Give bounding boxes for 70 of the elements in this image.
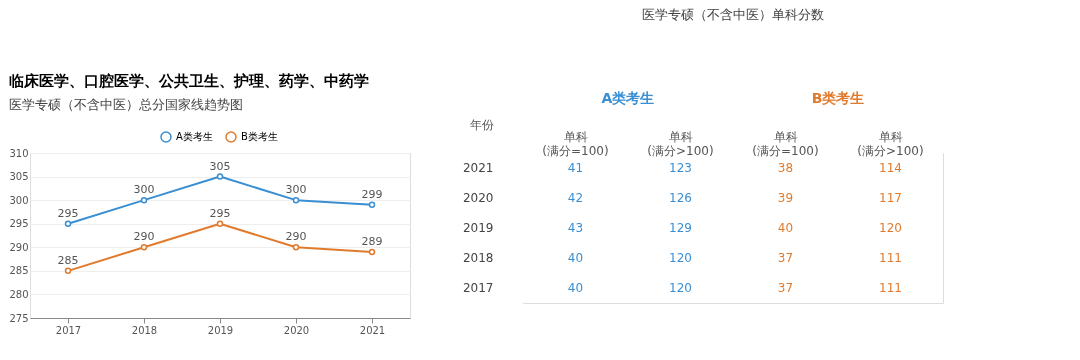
- point: [292, 196, 300, 204]
- y-tick-label: 290: [9, 241, 29, 253]
- y-tick-label: 2020: [462, 191, 494, 205]
- point: [140, 196, 148, 204]
- data-label: 40: [567, 281, 584, 295]
- data-label: 120: [669, 251, 692, 265]
- point: [368, 201, 376, 209]
- x-tick-label: 2020: [283, 324, 310, 336]
- x-tick-label: 2019: [207, 324, 234, 336]
- data-label: 126: [669, 191, 692, 205]
- legend-label: B类考生: [241, 131, 278, 142]
- data-label: 40: [567, 251, 584, 265]
- data-label: 117: [879, 191, 902, 205]
- text: A类考生: [601, 90, 655, 106]
- data-label: 129: [669, 221, 692, 235]
- data-label: 120: [879, 221, 902, 235]
- data-label: 305: [209, 159, 231, 173]
- data-label: 290: [133, 230, 155, 244]
- point: [64, 267, 72, 275]
- point: [368, 248, 376, 256]
- data-label: 114: [879, 161, 902, 175]
- data-label: 295: [209, 206, 231, 220]
- x-tick-label: 单科(满分=100): [752, 129, 819, 158]
- data-label: 123: [669, 161, 692, 175]
- chart-subtitle: 医学专硕（不含中医）总分国家线趋势图: [8, 97, 243, 112]
- y-tick-label: 310: [9, 147, 29, 159]
- point: [64, 220, 72, 227]
- data-label: 111: [879, 251, 902, 265]
- y-tick-label: 2021: [462, 161, 494, 175]
- data-label: 37: [777, 281, 794, 295]
- data-label: 39: [777, 191, 794, 205]
- point: [216, 220, 224, 227]
- x-tick-label: 单科(满分=100): [542, 129, 609, 158]
- data-label: 38: [777, 161, 794, 175]
- y-axis-title: 年份: [469, 117, 494, 132]
- x-tick-label: 单科(满分>100): [857, 129, 924, 158]
- y-tick-label: 2017: [462, 281, 494, 295]
- data-label: 111: [879, 281, 902, 295]
- data-label: 295: [57, 206, 79, 220]
- data-label: 37: [777, 251, 794, 265]
- y-tick-label: 275: [9, 312, 29, 324]
- point: [140, 244, 148, 251]
- chart-title: 医学专硕（不含中医）单科分数: [642, 7, 824, 22]
- chart-title: 临床医学、口腔医学、公共卫生、护理、药学、中药学: [8, 72, 369, 90]
- x-tick-label: 2021: [359, 324, 386, 336]
- data-label: 299: [361, 187, 383, 201]
- y-tick-label: 295: [9, 218, 29, 230]
- x-tick-label: 2018: [131, 324, 158, 336]
- y-tick-label: 285: [9, 265, 29, 277]
- point: [292, 244, 300, 251]
- data-label: 300: [133, 183, 155, 197]
- y-tick-label: 2018: [462, 251, 494, 265]
- y-tick-label: 300: [9, 194, 29, 206]
- data-label: 41: [567, 161, 584, 175]
- data-label: 285: [57, 253, 79, 267]
- x-tick-label: 2017: [55, 324, 82, 336]
- data-label: 43: [567, 221, 584, 235]
- x-tick-label: 单科(满分>100): [647, 129, 714, 158]
- data-label: 120: [669, 281, 692, 295]
- data-label: 300: [285, 183, 307, 197]
- y-tick-label: 305: [9, 171, 29, 183]
- y-tick-label: 280: [9, 288, 29, 300]
- data-label: 40: [777, 221, 794, 235]
- data-label: 42: [567, 191, 584, 205]
- legend-label: A类考生: [176, 131, 213, 142]
- y-tick-label: 2019: [462, 221, 494, 235]
- data-label: 289: [361, 235, 383, 248]
- data-label: 290: [285, 230, 307, 244]
- text: B类考生: [811, 90, 865, 106]
- point: [216, 173, 224, 180]
